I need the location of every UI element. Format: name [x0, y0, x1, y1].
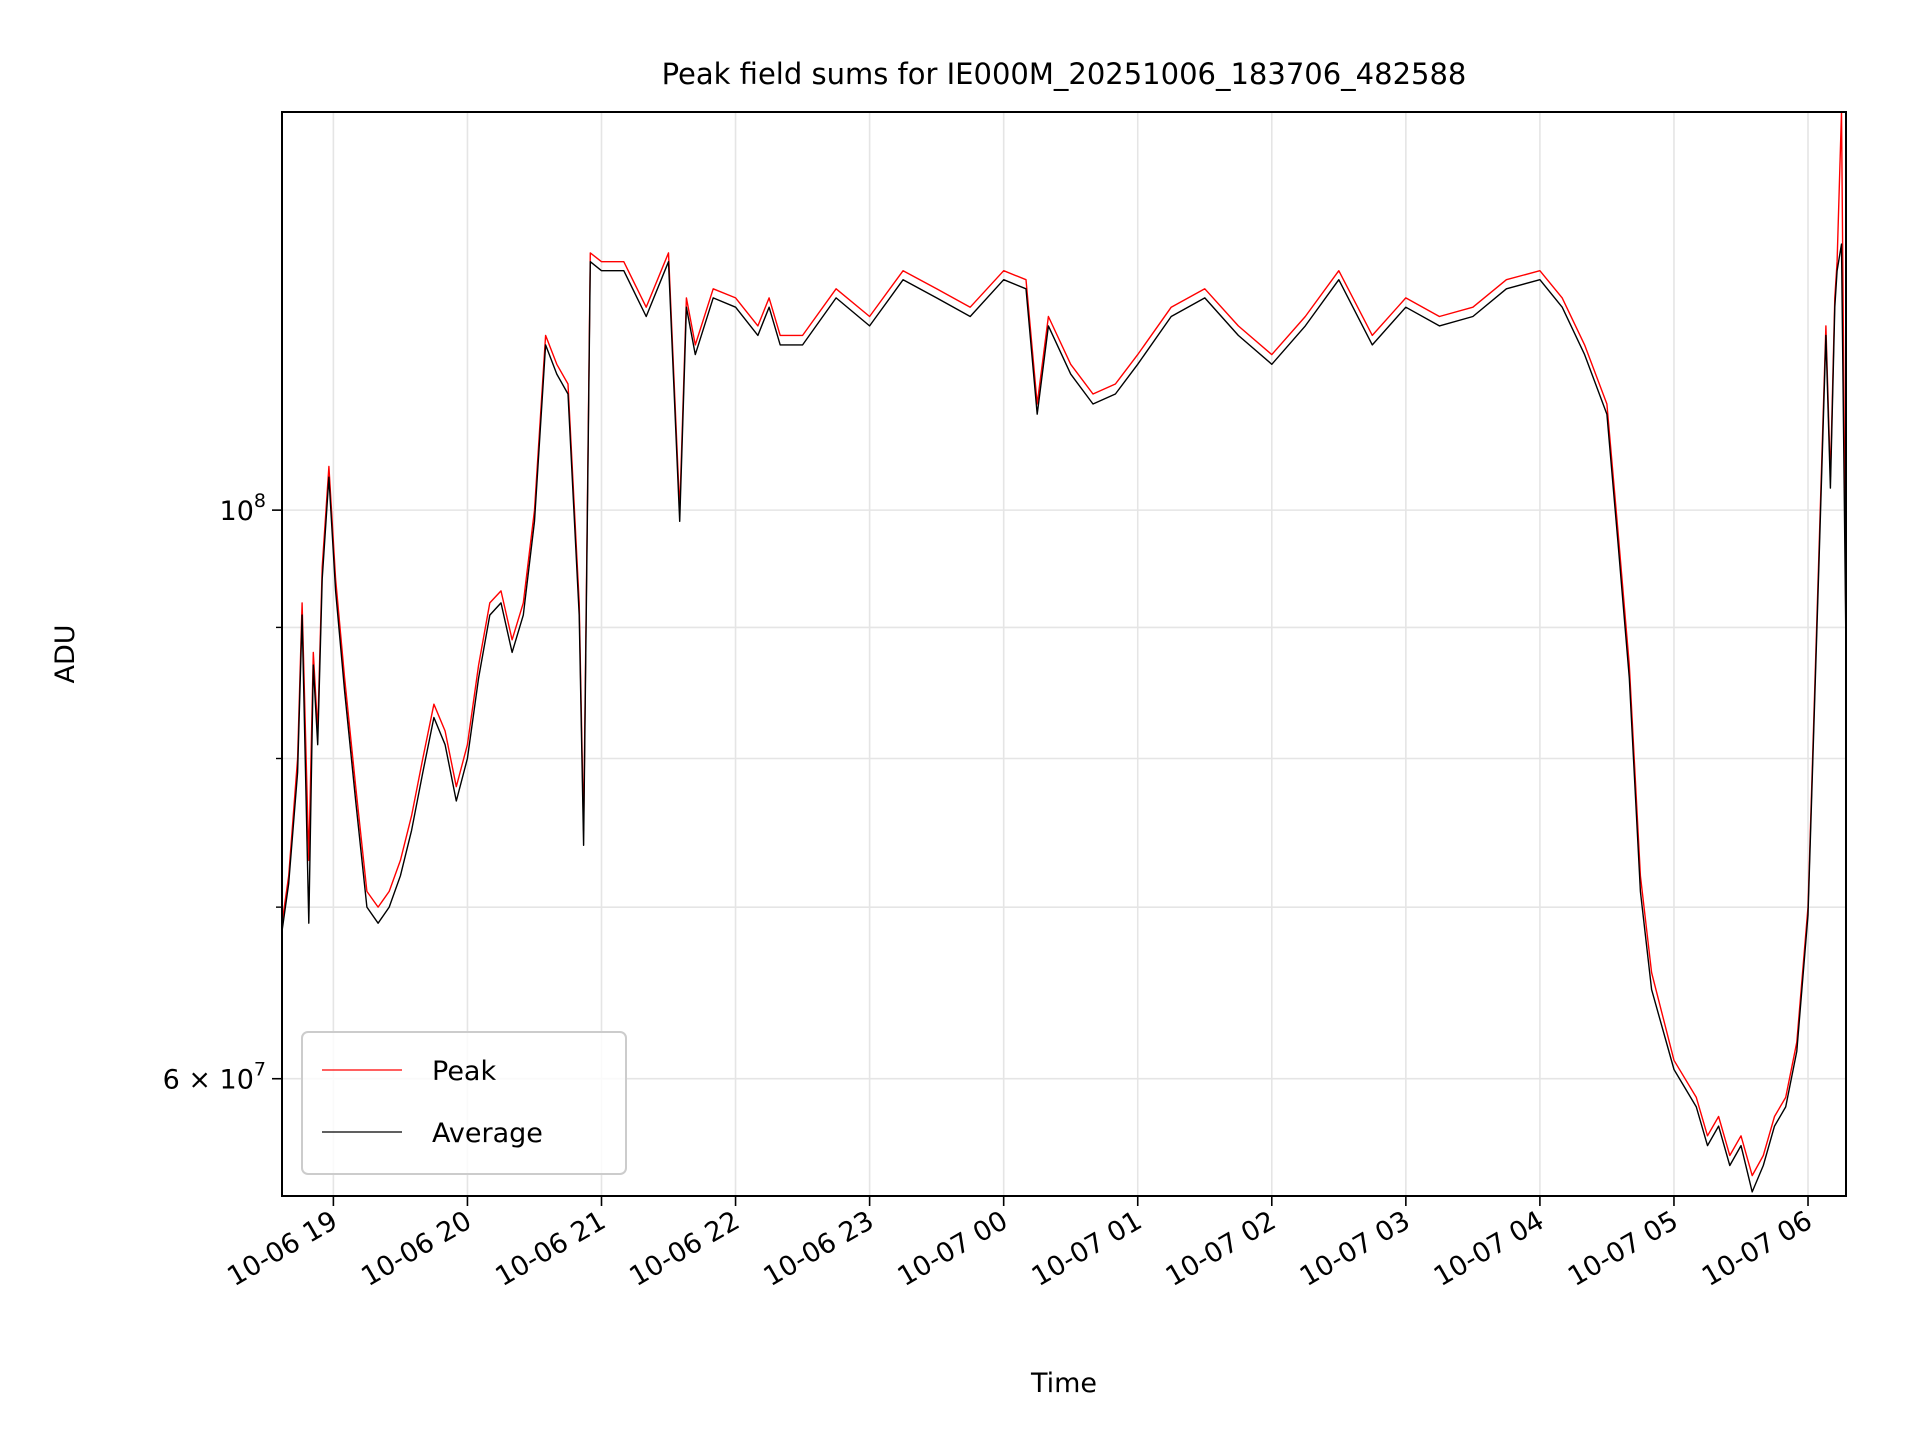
x-tick-label: 10-07 04: [1429, 1205, 1550, 1293]
x-tick-label: 10-07 00: [893, 1205, 1014, 1293]
x-tick-label: 10-07 03: [1295, 1205, 1416, 1293]
y-tick-label: 108: [220, 490, 266, 527]
grid-lines: [282, 112, 1846, 1196]
y-axis-label: ADU: [50, 624, 81, 683]
y-tick-label: 6 × 107: [163, 1059, 266, 1096]
x-tick-label: 10-06 20: [356, 1205, 477, 1293]
x-tick-label: 10-07 06: [1697, 1205, 1818, 1293]
x-axis-label: Time: [1030, 1368, 1097, 1399]
legend-box: [301, 1031, 627, 1175]
series-line-average: [281, 243, 1847, 1193]
chart-title: Peak field sums for IE000M_20251006_1837…: [662, 57, 1467, 91]
series-line-peak: [281, 111, 1847, 1177]
legend: Peak Average: [301, 1031, 627, 1175]
x-tick-label: 10-06 23: [758, 1205, 879, 1293]
plot-area-frame: [281, 111, 1847, 1197]
x-tick-label: 10-06 22: [624, 1205, 745, 1293]
x-tick-label: 10-07 01: [1027, 1205, 1148, 1293]
x-tick-label: 10-07 02: [1161, 1205, 1282, 1293]
x-tick-label: 10-07 05: [1563, 1205, 1684, 1293]
x-tick-label: 10-06 19: [222, 1205, 343, 1293]
series-lines: [281, 111, 1847, 1193]
legend-label-peak: Peak: [432, 1056, 496, 1087]
x-tick-label: 10-06 21: [490, 1205, 611, 1293]
legend-label-average: Average: [432, 1118, 543, 1149]
